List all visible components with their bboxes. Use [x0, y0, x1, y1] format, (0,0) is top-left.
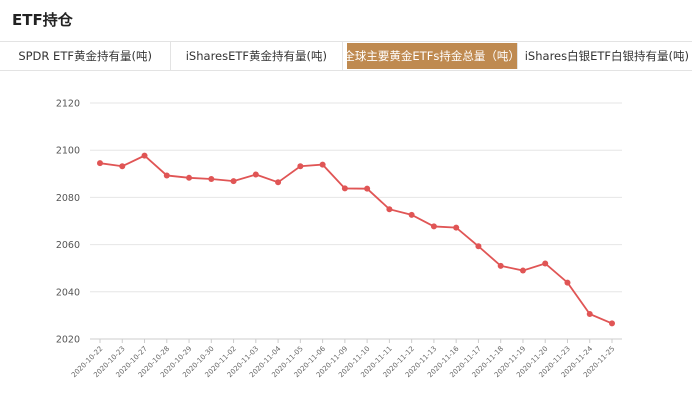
data-point: [430, 223, 437, 230]
data-point: [519, 267, 526, 274]
data-point: [163, 172, 170, 179]
data-point: [564, 279, 571, 286]
tab-bar: SPDR ETF黄金持有量(吨) iSharesETF黄金持有量(吨) 全球主要…: [0, 41, 692, 71]
data-point: [497, 262, 504, 269]
data-point: [186, 174, 193, 181]
data-point: [586, 310, 593, 317]
tab-global-gold-etfs[interactable]: 全球主要黄金ETFs持金总量（吨）: [346, 43, 518, 69]
data-point: [141, 152, 148, 159]
data-point: [252, 171, 259, 178]
y-tick-label: 2120: [56, 99, 80, 110]
y-tick-label: 2100: [56, 146, 80, 157]
line-chart: 2020204020602080210021202020-10-222020-1…: [56, 99, 622, 379]
page-header: ETF持仓: [0, 0, 692, 40]
data-point: [609, 320, 615, 327]
tab-ishares-silver[interactable]: iShares白银ETF白银持有量(吨): [524, 49, 689, 63]
data-point: [119, 163, 126, 170]
data-point: [341, 185, 348, 192]
data-point: [475, 243, 482, 250]
y-tick-label: 2040: [56, 287, 80, 298]
y-tick-label: 2060: [56, 240, 80, 251]
data-point: [208, 175, 215, 182]
data-point: [542, 260, 549, 267]
data-point: [230, 178, 237, 185]
y-tick-label: 2080: [56, 193, 80, 204]
chart-area: 2020 2040 2060 2080 2100 2120 2020-10-22 2020-1…: [0, 72, 692, 406]
data-point: [453, 224, 460, 231]
data-point: [408, 211, 415, 218]
series-line: [99, 154, 613, 325]
tab-spdr-gold[interactable]: SPDR ETF黄金持有量(吨): [0, 42, 172, 70]
data-point: [297, 163, 304, 170]
data-point: [319, 161, 326, 168]
data-point: [275, 179, 282, 186]
data-point: [97, 160, 103, 167]
data-point: [386, 206, 393, 213]
y-tick-label: 2020: [56, 335, 80, 346]
page-title: ETF持仓: [12, 11, 73, 29]
tab-ishares-gold[interactable]: iSharesETF黄金持有量(吨): [171, 42, 343, 70]
data-point: [364, 185, 371, 192]
